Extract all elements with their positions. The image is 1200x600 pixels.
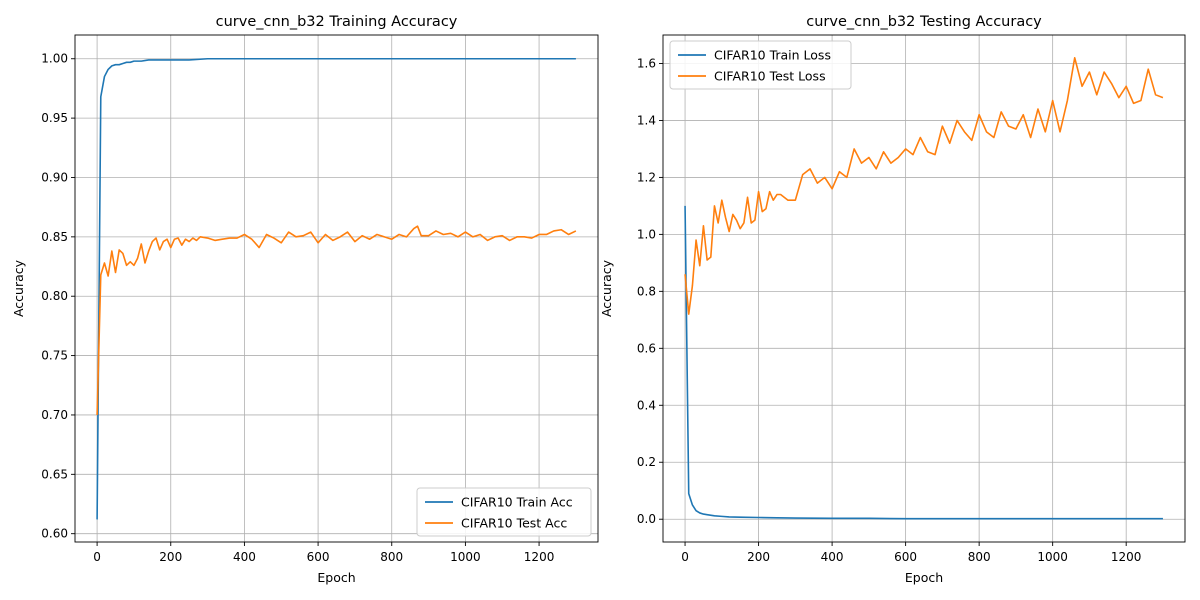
series-line-cifar10-test-loss — [684, 56, 1164, 315]
legend: CIFAR10 Train Loss CIFAR10 Test Loss — [669, 40, 852, 90]
x-tick-label: 1000 — [1037, 550, 1068, 564]
y-tick-label: 0.75 — [41, 349, 68, 363]
x-tick-label: 600 — [894, 550, 917, 564]
y-tick-label: 1.00 — [41, 52, 68, 66]
chart-title: curve_cnn_b32 Testing Accuracy — [806, 14, 1042, 30]
grid — [663, 35, 1185, 542]
y-tick-label: 0.85 — [41, 230, 68, 244]
y-tick-label: 0.2 — [637, 455, 656, 469]
x-tick-label: 400 — [821, 550, 844, 564]
x-tick-label: 200 — [159, 550, 182, 564]
series-line-cifar10-train-acc — [96, 57, 576, 520]
y-tick-label: 1.4 — [637, 113, 656, 127]
legend-box — [416, 487, 592, 537]
y-tick-label: 0.70 — [41, 408, 68, 422]
training-accuracy-panel: 0 200 400 600 800 1000 1200 0.60 0.65 0.70 0.75 0.8… — [11, 14, 599, 585]
plot-frame — [74, 34, 599, 543]
y-tick-label: 0.0 — [637, 512, 656, 526]
y-axis-label: Accuracy — [11, 259, 26, 317]
x-tick-label: 800 — [380, 550, 403, 564]
x-tick-label: 800 — [968, 550, 991, 564]
x-tick-label: 0 — [681, 550, 689, 564]
x-axis-label: Epoch — [317, 570, 355, 585]
x-axis-label: Epoch — [905, 570, 943, 585]
y-tick-label: 0.80 — [41, 289, 68, 303]
series-line-cifar10-test-acc — [96, 225, 577, 415]
plot-frame — [662, 34, 1186, 543]
x-tick-label: 0 — [93, 550, 101, 564]
y-tick-label: 0.65 — [41, 467, 68, 481]
y-tick-label: 0.95 — [41, 111, 68, 125]
y-axis-label: Accuracy — [599, 259, 614, 317]
y-tick-label: 0.8 — [637, 284, 656, 298]
x-tick-label: 1200 — [524, 550, 555, 564]
x-tick-label: 1200 — [1111, 550, 1142, 564]
x-tick-label: 1000 — [450, 550, 481, 564]
y-tick-label: 1.2 — [637, 170, 656, 184]
x-tick-label: 200 — [747, 550, 770, 564]
y-tick-label: 1.6 — [637, 56, 656, 70]
y-tick-label: 1.0 — [637, 227, 656, 241]
testing-accuracy-panel: 0 200 400 600 800 1000 1200 0.0 0.2 0.4 0.6 0.8 1.0 1… — [599, 14, 1186, 585]
y-tick-label: 0.90 — [41, 170, 68, 184]
legend-label-cifar10-train-acc: CIFAR10 Train Acc — [461, 495, 573, 510]
legend-box — [669, 40, 852, 90]
x-tick-label: 400 — [233, 550, 256, 564]
y-tick-label: 0.60 — [41, 527, 68, 541]
y-tick-label: 0.4 — [637, 398, 656, 412]
legend-label-cifar10-test-acc: CIFAR10 Test Acc — [461, 516, 567, 531]
chart-title: curve_cnn_b32 Training Accuracy — [216, 14, 458, 30]
legend-label-cifar10-train-loss: CIFAR10 Train Loss — [714, 48, 831, 63]
y-tick-label: 0.6 — [637, 341, 656, 355]
series-line-cifar10-train-loss — [684, 205, 1163, 520]
legend: CIFAR10 Train Acc CIFAR10 Test Acc — [416, 487, 592, 537]
grid — [75, 35, 598, 542]
x-tick-label: 600 — [307, 550, 330, 564]
legend-label-cifar10-test-loss: CIFAR10 Test Loss — [714, 69, 826, 84]
